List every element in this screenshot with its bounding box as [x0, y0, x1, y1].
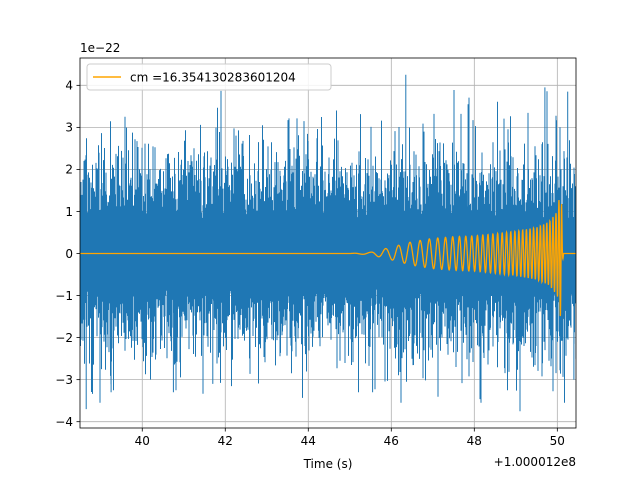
- y-tick-label: 4: [65, 79, 73, 93]
- legend-box: [86, 63, 332, 91]
- y-tick-label: −3: [55, 373, 73, 387]
- x-axis-label: Time (s): [303, 457, 353, 471]
- axes-frame: [79, 57, 577, 429]
- x-tick-label: 42: [218, 434, 233, 448]
- y-tick-label: 1: [65, 205, 73, 219]
- x-tick-label: 40: [135, 434, 150, 448]
- y-tick-label: −1: [55, 289, 73, 303]
- series-chirp: [80, 200, 576, 317]
- x-tick-label: 46: [384, 434, 399, 448]
- y-tick-label: 3: [65, 121, 73, 135]
- x-tick-label: 44: [301, 434, 316, 448]
- y-scale-label: 1e−22: [80, 41, 120, 55]
- x-tick-label: 48: [467, 434, 482, 448]
- legend: cm =16.354130283601204: [86, 63, 332, 91]
- axis-ticks: 40 42 44 46 48 50 −4 −3 −2 −1 0 1 2 3 4: [55, 79, 565, 448]
- y-tick-label: 0: [65, 247, 73, 261]
- y-tick-label: 2: [65, 163, 73, 177]
- x-tick-label: 50: [550, 434, 565, 448]
- plot-area: [80, 74, 576, 412]
- legend-label: cm =16.354130283601204: [130, 71, 296, 85]
- y-tick-label: −4: [55, 415, 73, 429]
- x-offset-label: +1.000012e8: [494, 455, 576, 469]
- y-tick-label: −2: [55, 331, 73, 345]
